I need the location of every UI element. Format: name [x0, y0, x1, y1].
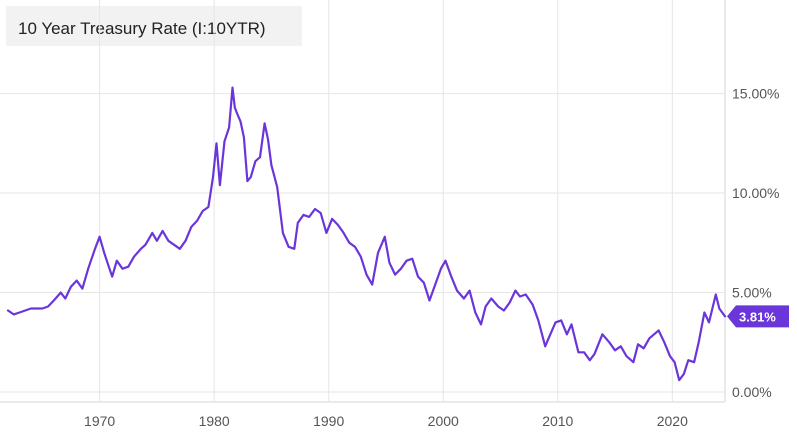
y-tick-label: 5.00%	[732, 285, 772, 301]
rate-line	[6, 86, 727, 382]
series-layer	[6, 86, 727, 382]
chart-title-box: 10 Year Treasury Rate (I:10YTR)	[6, 6, 302, 46]
y-tick-label: 15.00%	[732, 86, 779, 102]
axis-layer: 0.00% 5.00% 10.00% 15.00% 1970 1980 1990 2000 20…	[84, 86, 779, 429]
x-tick-label: 2010	[542, 413, 573, 429]
last-value-badge	[727, 305, 789, 328]
x-tick-label: 1990	[313, 413, 344, 429]
x-tick-label: 2020	[657, 413, 688, 429]
y-tick-label: 10.00%	[732, 185, 779, 201]
grid-layer	[0, 0, 726, 403]
x-tick-label: 1980	[199, 413, 230, 429]
chart-title: 10 Year Treasury Rate (I:10YTR)	[18, 19, 266, 38]
x-tick-label: 2000	[428, 413, 459, 429]
last-value-badge-layer: 3.81%	[727, 305, 789, 328]
last-value-label: 3.81%	[739, 309, 776, 324]
y-tick-label: 0.00%	[732, 384, 772, 400]
x-tick-label: 1970	[84, 413, 115, 429]
